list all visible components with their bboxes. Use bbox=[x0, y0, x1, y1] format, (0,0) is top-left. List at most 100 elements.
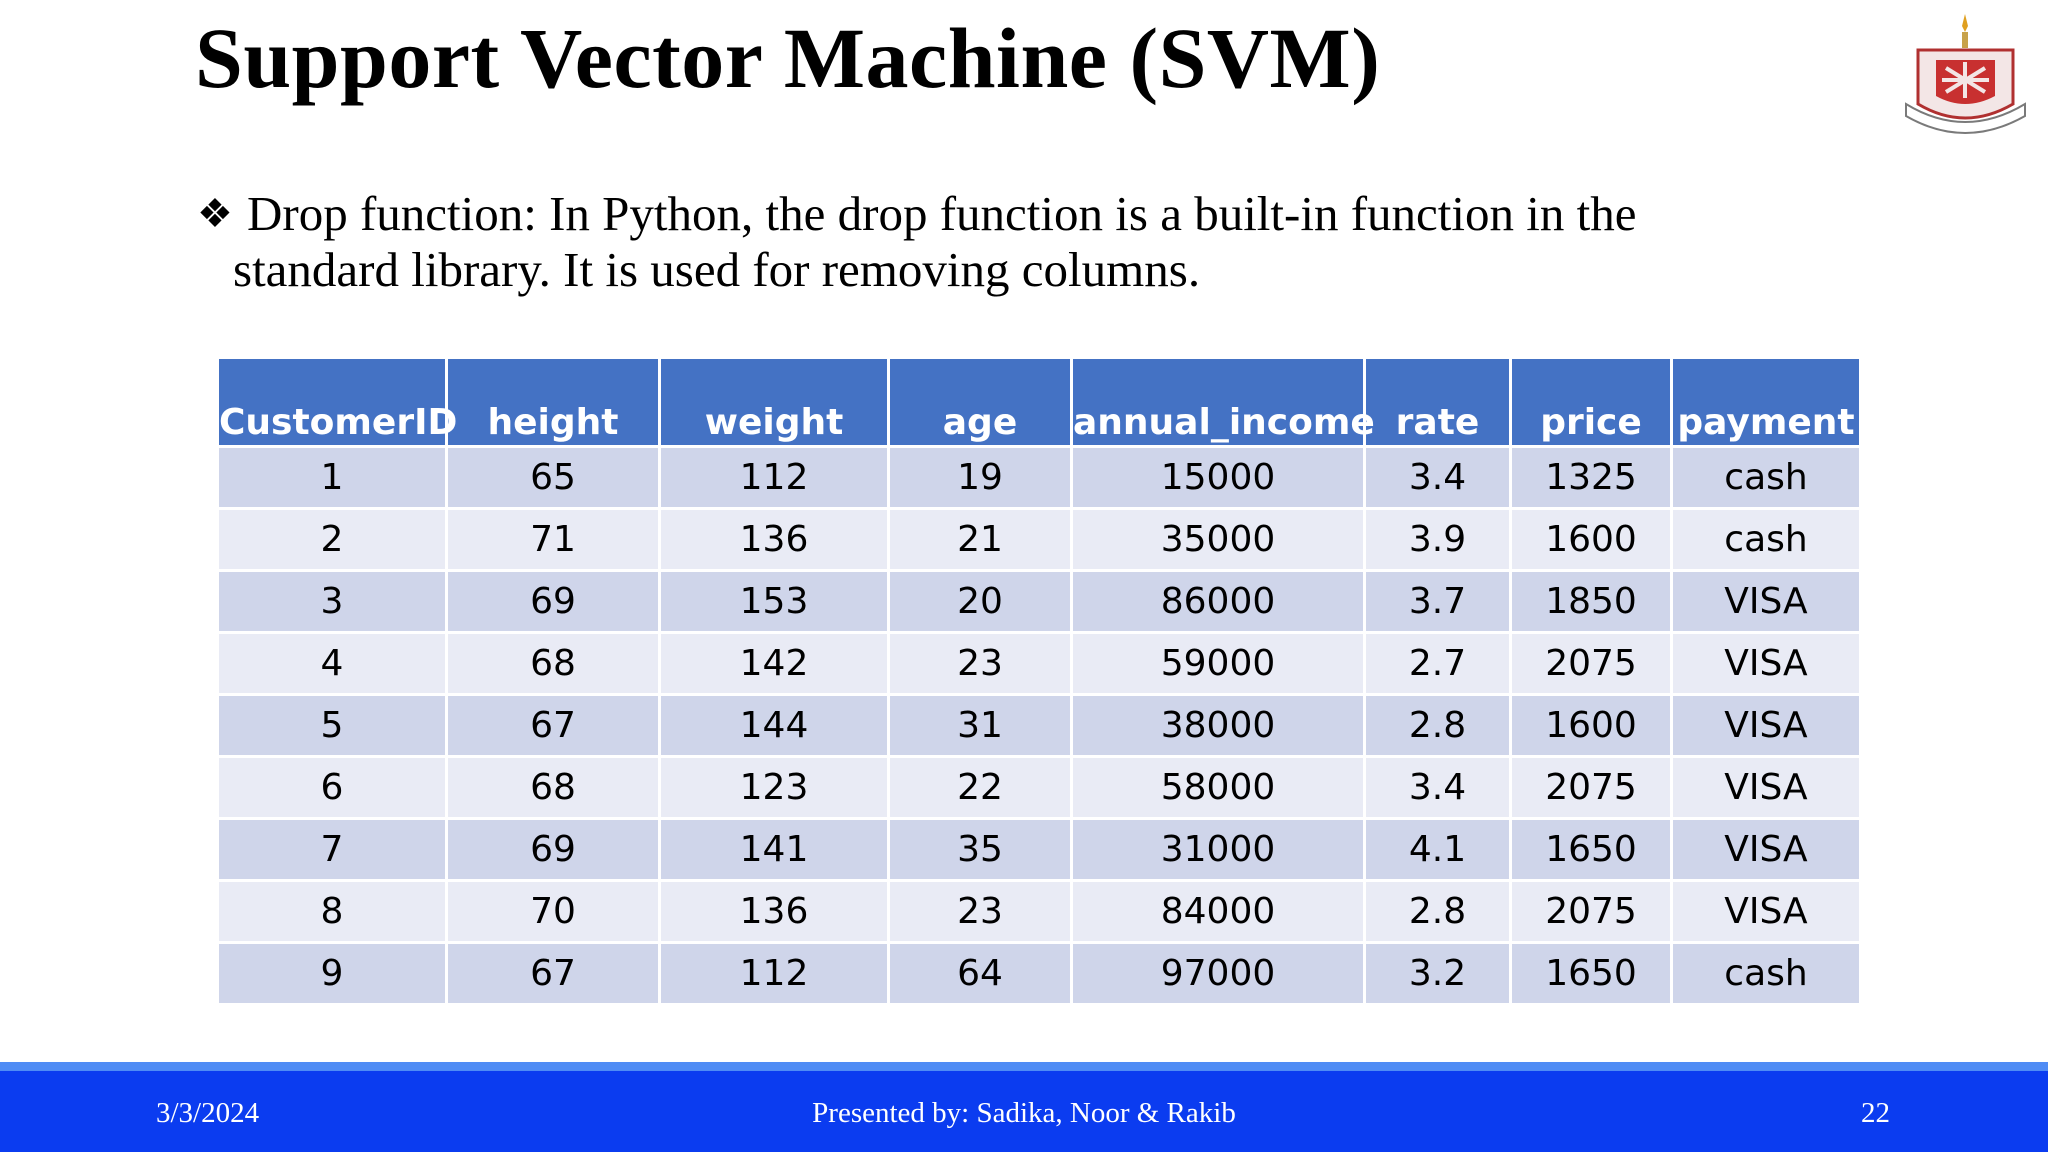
column-header: rate bbox=[1366, 359, 1509, 445]
table-cell: 1600 bbox=[1512, 696, 1670, 755]
table-cell: 136 bbox=[661, 510, 887, 569]
table-cell: 31000 bbox=[1073, 820, 1363, 879]
table-cell: 112 bbox=[661, 944, 887, 1003]
table-cell: 15000 bbox=[1073, 448, 1363, 507]
table-header-row: CustomerID height weight age annual_inco… bbox=[219, 359, 1859, 445]
column-header: price bbox=[1512, 359, 1670, 445]
table-cell: 35 bbox=[890, 820, 1070, 879]
table-cell: 71 bbox=[448, 510, 658, 569]
table-row: 1 65 112 19 15000 3.4 1325 cash bbox=[219, 448, 1859, 507]
table-cell: 69 bbox=[448, 572, 658, 631]
table-cell: 1650 bbox=[1512, 944, 1670, 1003]
table-cell: 2075 bbox=[1512, 758, 1670, 817]
table-row: 9 67 112 64 97000 3.2 1650 cash bbox=[219, 944, 1859, 1003]
table-cell: 136 bbox=[661, 882, 887, 941]
table-cell: 58000 bbox=[1073, 758, 1363, 817]
slide-footer: 3/3/2024 Presented by: Sadika, Noor & Ra… bbox=[0, 1071, 2048, 1152]
table-cell: 68 bbox=[448, 758, 658, 817]
table-cell: VISA bbox=[1673, 572, 1859, 631]
table-cell: 3.9 bbox=[1366, 510, 1509, 569]
table-cell: 3 bbox=[219, 572, 445, 631]
table-cell: 153 bbox=[661, 572, 887, 631]
table-cell: 3.4 bbox=[1366, 758, 1509, 817]
bullet-text-line-2: standard library. It is used for removin… bbox=[233, 242, 1201, 297]
table-cell: 97000 bbox=[1073, 944, 1363, 1003]
table-cell: 2.8 bbox=[1366, 696, 1509, 755]
column-header: age bbox=[890, 359, 1070, 445]
table-cell: 67 bbox=[448, 696, 658, 755]
table-cell: 9 bbox=[219, 944, 445, 1003]
table-cell: 69 bbox=[448, 820, 658, 879]
table-cell: 67 bbox=[448, 944, 658, 1003]
table-cell: 84000 bbox=[1073, 882, 1363, 941]
table-row: 8 70 136 23 84000 2.8 2075 VISA bbox=[219, 882, 1859, 941]
table-cell: 38000 bbox=[1073, 696, 1363, 755]
footer-presenter: Presented by: Sadika, Noor & Rakib bbox=[812, 1097, 1236, 1129]
table-cell: cash bbox=[1673, 448, 1859, 507]
table-cell: 68 bbox=[448, 634, 658, 693]
table-row: 2 71 136 21 35000 3.9 1600 cash bbox=[219, 510, 1859, 569]
footer-date: 3/3/2024 bbox=[156, 1097, 260, 1129]
table-cell: 3.7 bbox=[1366, 572, 1509, 631]
table-cell: 31 bbox=[890, 696, 1070, 755]
table-cell: 19 bbox=[890, 448, 1070, 507]
table-row: 6 68 123 22 58000 3.4 2075 VISA bbox=[219, 758, 1859, 817]
table-cell: 59000 bbox=[1073, 634, 1363, 693]
table-cell: 144 bbox=[661, 696, 887, 755]
table-row: 3 69 153 20 86000 3.7 1850 VISA bbox=[219, 572, 1859, 631]
table-cell: 1650 bbox=[1512, 820, 1670, 879]
table-cell: 112 bbox=[661, 448, 887, 507]
table-cell: VISA bbox=[1673, 634, 1859, 693]
table-cell: 1850 bbox=[1512, 572, 1670, 631]
table-cell: 4.1 bbox=[1366, 820, 1509, 879]
table-cell: 5 bbox=[219, 696, 445, 755]
university-logo bbox=[1905, 14, 2026, 134]
table-cell: 22 bbox=[890, 758, 1070, 817]
table-cell: cash bbox=[1673, 944, 1859, 1003]
bullet-paragraph: ❖ Drop function: In Python, the drop func… bbox=[197, 186, 1853, 298]
table-cell: 2075 bbox=[1512, 882, 1670, 941]
table-cell: 8 bbox=[219, 882, 445, 941]
table-cell: VISA bbox=[1673, 882, 1859, 941]
table-cell: 1600 bbox=[1512, 510, 1670, 569]
table-cell: VISA bbox=[1673, 696, 1859, 755]
table-cell: 123 bbox=[661, 758, 887, 817]
table-cell: 2.8 bbox=[1366, 882, 1509, 941]
table-cell: 141 bbox=[661, 820, 887, 879]
column-header: payment bbox=[1673, 359, 1859, 445]
table-cell: 142 bbox=[661, 634, 887, 693]
column-header: weight bbox=[661, 359, 887, 445]
table-cell: 4 bbox=[219, 634, 445, 693]
table-cell: 21 bbox=[890, 510, 1070, 569]
table-cell: 2 bbox=[219, 510, 445, 569]
table-cell: 65 bbox=[448, 448, 658, 507]
table-cell: 64 bbox=[890, 944, 1070, 1003]
table-cell: 1325 bbox=[1512, 448, 1670, 507]
table-cell: 2.7 bbox=[1366, 634, 1509, 693]
table-cell: 20 bbox=[890, 572, 1070, 631]
footer-page-number: 22 bbox=[1861, 1097, 1890, 1129]
table-cell: 70 bbox=[448, 882, 658, 941]
table-row: 4 68 142 23 59000 2.7 2075 VISA bbox=[219, 634, 1859, 693]
table-row: 7 69 141 35 31000 4.1 1650 VISA bbox=[219, 820, 1859, 879]
footer-accent-stripe bbox=[0, 1062, 2048, 1071]
slide-title: Support Vector Machine (SVM) bbox=[195, 10, 1381, 106]
table-cell: cash bbox=[1673, 510, 1859, 569]
bullet-text-line-1: Drop function: In Python, the drop funct… bbox=[247, 186, 1637, 241]
column-header: CustomerID bbox=[219, 359, 457, 445]
column-header: height bbox=[448, 359, 658, 445]
table-cell: 7 bbox=[219, 820, 445, 879]
column-header: annual_income bbox=[1073, 359, 1375, 445]
customer-data-table: CustomerID height weight age annual_inco… bbox=[216, 356, 1862, 1006]
table-row: 5 67 144 31 38000 2.8 1600 VISA bbox=[219, 696, 1859, 755]
table-cell: VISA bbox=[1673, 820, 1859, 879]
table-cell: 23 bbox=[890, 882, 1070, 941]
table-body: 1 65 112 19 15000 3.4 1325 cash 2 71 136 21 35000 3.9… bbox=[219, 448, 1859, 1003]
table-cell: 1 bbox=[219, 448, 445, 507]
table-cell: 23 bbox=[890, 634, 1070, 693]
table-cell: 2075 bbox=[1512, 634, 1670, 693]
table-cell: 35000 bbox=[1073, 510, 1363, 569]
table-cell: 3.4 bbox=[1366, 448, 1509, 507]
table-cell: VISA bbox=[1673, 758, 1859, 817]
table-cell: 3.2 bbox=[1366, 944, 1509, 1003]
